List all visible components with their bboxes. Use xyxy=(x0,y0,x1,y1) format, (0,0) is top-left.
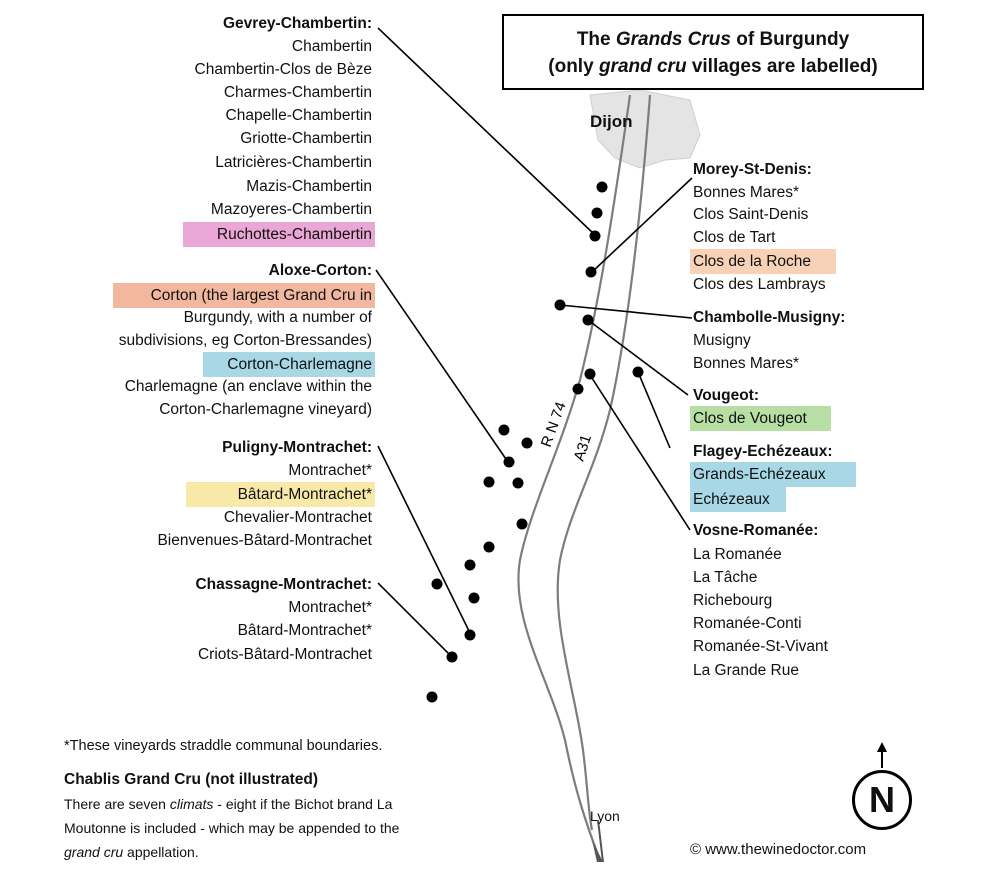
vineyard-dot xyxy=(585,266,597,278)
dijon-label: Dijon xyxy=(590,112,633,131)
leader-morey xyxy=(591,177,693,273)
credit: © www.thewinedoctor.com xyxy=(690,841,867,858)
cru-label: Mazis-Chambertin xyxy=(246,178,372,195)
cru-label: Clos Saint-Denis xyxy=(693,206,809,223)
leader-aloxe xyxy=(375,269,509,463)
leader-flagey xyxy=(637,371,671,449)
village-flagey: Flagey-Echézeaux: xyxy=(693,443,833,460)
vineyard-dot xyxy=(512,477,524,489)
cru-note-line: Burgundy, with a number of xyxy=(183,309,372,326)
leader-vosne xyxy=(589,374,691,531)
chablis-heading: Chablis Grand Cru (not illustrated) xyxy=(64,771,319,788)
vineyard-dot xyxy=(431,578,443,590)
vineyard-dot xyxy=(483,541,495,553)
cru-label: Montrachet* xyxy=(288,599,372,616)
cru-label: Richebourg xyxy=(693,592,773,609)
cru-note-line: Charlemagne (an enclave within the xyxy=(124,378,372,395)
cru-label-highlighted: Corton (the largest Grand Cru in xyxy=(113,283,375,308)
cru-label-highlighted: Ruchottes-Chambertin xyxy=(183,222,375,247)
leader-chambolle xyxy=(559,304,693,319)
cru-label: Griotte-Chambertin xyxy=(240,130,372,147)
cru-label: Romanée-St-Vivant xyxy=(693,638,828,655)
lyon-label: Lyon xyxy=(590,808,620,824)
map-title: The Grands Crus of Burgundy (only grand … xyxy=(502,14,924,90)
lyon-arrow xyxy=(592,840,603,862)
cru-label: Criots-Bâtard-Montrachet xyxy=(197,646,372,663)
vineyard-dot xyxy=(503,456,515,468)
a31-label: A31 xyxy=(571,433,595,464)
rn74-road xyxy=(517,94,632,856)
cru-label: Clos des Lambrays xyxy=(693,276,826,293)
cru-label-highlighted: Corton-Charlemagne xyxy=(203,352,375,377)
vineyard-dot xyxy=(591,207,603,219)
north-arrow-head xyxy=(877,742,887,752)
cru-label: Chambertin xyxy=(291,38,372,55)
cru-label: La Romanée xyxy=(693,546,782,563)
chablis-line-1: There are seven climats - eight if the B… xyxy=(64,796,393,812)
cru-label: Charmes-Chambertin xyxy=(223,84,372,101)
cru-label: Bonnes Mares* xyxy=(693,184,799,201)
cru-label: La Grande Rue xyxy=(693,662,799,679)
vineyard-dot xyxy=(446,651,458,663)
vineyard-dot xyxy=(426,691,438,703)
village-chambolle: Chambolle-Musigny: xyxy=(693,309,846,326)
cru-label: Chambertin-Clos de Bèze xyxy=(194,61,372,78)
cru-label-highlighted: Clos de la Roche xyxy=(690,249,836,274)
village-aloxe: Aloxe-Corton: xyxy=(268,262,372,279)
vineyard-dot xyxy=(589,230,601,242)
leader-puligny xyxy=(377,445,471,634)
chablis-line-2: Moutonne is included - which may be appe… xyxy=(64,820,400,836)
cru-label: Montrachet* xyxy=(288,462,372,479)
leader-chassagne xyxy=(377,582,453,658)
vineyard-dot xyxy=(464,629,476,641)
chablis-line-3: grand cru appellation. xyxy=(64,844,199,860)
vineyard-dot xyxy=(521,437,533,449)
vineyard-dot xyxy=(483,476,495,488)
cru-label: Chapelle-Chambertin xyxy=(225,107,372,124)
vineyard-dot xyxy=(584,368,596,380)
cru-label: Bonnes Mares* xyxy=(693,355,799,372)
cru-note-line: subdivisions, eg Corton-Bressandes) xyxy=(118,332,372,349)
compass-icon: N xyxy=(852,770,912,830)
cru-label-highlighted: Clos de Vougeot xyxy=(690,406,831,431)
vineyard-dot xyxy=(498,424,510,436)
cru-note-line: Corton-Charlemagne vineyard) xyxy=(159,401,372,418)
leader-vougeot xyxy=(587,319,689,396)
cru-label: La Tâche xyxy=(693,569,758,586)
village-chassagne: Chassagne-Montrachet: xyxy=(195,576,372,593)
cru-label: Clos de Tart xyxy=(693,229,776,246)
cru-label-highlighted: Bâtard-Montrachet* xyxy=(186,482,375,507)
village-puligny: Puligny-Montrachet: xyxy=(222,439,372,456)
village-vosne: Vosne-Romanée: xyxy=(693,522,819,539)
vineyard-dot xyxy=(632,366,644,378)
a31-road xyxy=(556,94,652,831)
village-morey: Morey-St-Denis: xyxy=(693,161,812,178)
vineyard-dot xyxy=(516,518,528,530)
cru-label: Musigny xyxy=(693,332,751,349)
cru-label: Mazoyeres-Chambertin xyxy=(210,201,372,218)
vineyard-dot xyxy=(572,383,584,395)
vineyard-dot xyxy=(468,592,480,604)
dijon-area xyxy=(589,89,701,169)
footnote: *These vineyards straddle communal bound… xyxy=(64,738,383,754)
leader-gevrey xyxy=(377,27,596,236)
cru-label: Latricières-Chambertin xyxy=(215,154,372,171)
vineyard-dot xyxy=(596,181,608,193)
cru-label: Chevalier-Montrachet xyxy=(223,509,372,526)
vineyard-dot xyxy=(464,559,476,571)
village-gevrey: Gevrey-Chambertin: xyxy=(222,15,372,32)
vineyard-dot xyxy=(554,299,566,311)
vineyard-dot xyxy=(582,314,594,326)
cru-label: Romanée-Conti xyxy=(693,615,802,632)
cru-label-highlighted: Echézeaux xyxy=(690,487,786,512)
cru-label: Bâtard-Montrachet* xyxy=(237,622,372,639)
village-vougeot: Vougeot: xyxy=(693,387,760,404)
cru-label-highlighted: Grands-Echézeaux xyxy=(690,462,856,487)
cru-label: Bienvenues-Bâtard-Montrachet xyxy=(157,532,372,549)
